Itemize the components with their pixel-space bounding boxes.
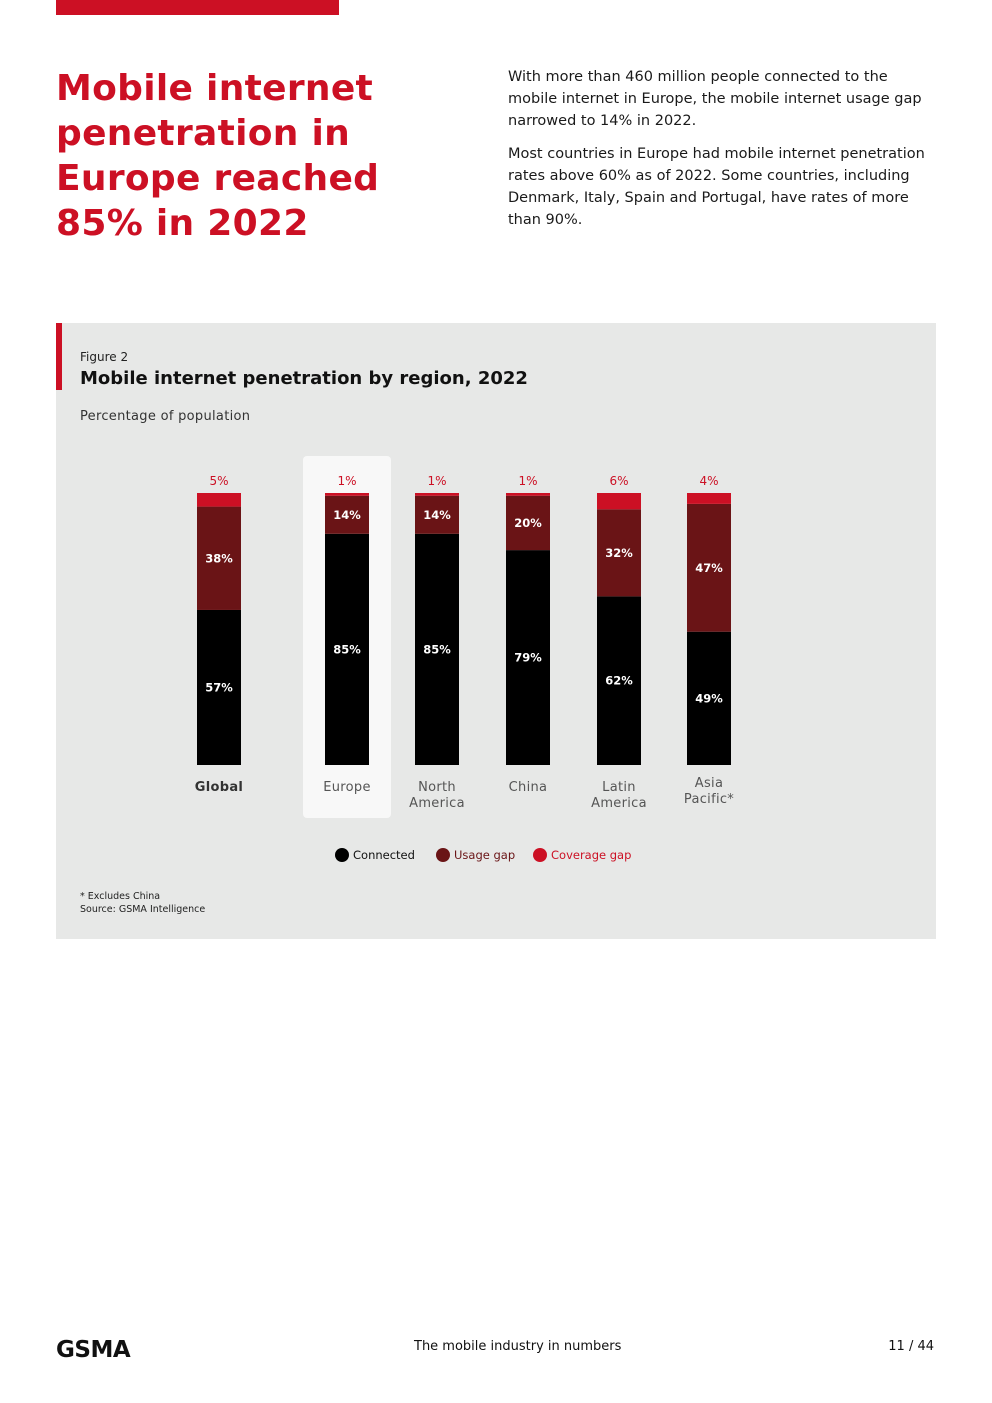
intro-paragraph: With more than 460 million people connec… bbox=[508, 69, 922, 129]
data-label: 14% bbox=[423, 508, 451, 522]
bar-global-connected bbox=[197, 609, 241, 765]
category-label: North bbox=[418, 780, 456, 795]
bar-china-connected bbox=[506, 550, 550, 765]
intro-text: With more than 460 million people connec… bbox=[508, 66, 938, 242]
chart-legend: Connected Usage gap Coverage gap bbox=[0, 848, 992, 864]
data-label-coverage: 1% bbox=[427, 474, 446, 488]
data-label: 47% bbox=[695, 561, 723, 575]
data-label: 32% bbox=[605, 546, 633, 560]
bar-asia-pacific-coverage-gap bbox=[687, 493, 731, 504]
data-label-coverage: 1% bbox=[518, 474, 537, 488]
category-label: Europe bbox=[323, 780, 371, 795]
figure-label: Figure 2 bbox=[80, 350, 129, 364]
category-label: America bbox=[409, 796, 465, 811]
legend-label-coverage-gap: Coverage gap bbox=[551, 848, 632, 862]
data-label: 38% bbox=[205, 551, 233, 565]
data-label: 79% bbox=[514, 651, 542, 665]
legend-item-connected: Connected bbox=[335, 848, 415, 862]
page-headline: Mobile internet penetration in Europe re… bbox=[56, 68, 380, 244]
data-label-coverage: 1% bbox=[337, 474, 356, 488]
page-number: 11 / 44 bbox=[888, 1339, 934, 1354]
legend-label-connected: Connected bbox=[353, 848, 415, 862]
category-label: China bbox=[509, 780, 548, 795]
data-label: 85% bbox=[333, 642, 361, 656]
bar-europe-usage-gap bbox=[325, 495, 369, 534]
intro-paragraph: Most countries in Europe had mobile inte… bbox=[508, 146, 925, 228]
footer-publication-title: The mobile industry in numbers bbox=[414, 1339, 622, 1354]
bar-latin-america-coverage-gap bbox=[597, 493, 641, 510]
legend-item-usage-gap: Usage gap bbox=[436, 848, 515, 862]
bar-latin-america-connected bbox=[597, 596, 641, 765]
gsma-logo: GSMA bbox=[56, 1337, 131, 1363]
legend-label-usage-gap: Usage gap bbox=[454, 848, 516, 862]
data-label: 85% bbox=[423, 642, 451, 656]
figure-title: Mobile internet penetration by region, 2… bbox=[80, 368, 528, 389]
bar-europe-coverage-gap bbox=[325, 493, 369, 496]
legend-dot-connected bbox=[335, 848, 349, 862]
bar-latin-america-usage-gap bbox=[597, 509, 641, 597]
data-label: 62% bbox=[605, 674, 633, 688]
data-label-coverage: 6% bbox=[609, 474, 628, 488]
bar-asia-pacific-usage-gap bbox=[687, 503, 731, 632]
figure-subtitle: Percentage of population bbox=[80, 409, 251, 424]
bar-global-coverage-gap bbox=[197, 493, 241, 507]
data-label: 20% bbox=[514, 516, 542, 530]
bar-china-usage-gap bbox=[506, 495, 550, 551]
bar-global-usage-gap bbox=[197, 506, 241, 610]
legend-dot-usage-gap bbox=[436, 848, 450, 862]
footnote-excludes: * Excludes China bbox=[80, 891, 161, 902]
data-label: 14% bbox=[333, 508, 361, 522]
bar-north-america-usage-gap bbox=[415, 495, 459, 534]
category-label: America bbox=[591, 796, 647, 811]
data-label-coverage: 4% bbox=[699, 474, 718, 488]
legend-item-coverage-gap: Coverage gap bbox=[533, 848, 631, 862]
data-label: 57% bbox=[205, 680, 233, 694]
category-label: Pacific* bbox=[684, 792, 734, 807]
footnote-source: Source: GSMA Intelligence bbox=[80, 904, 206, 915]
bar-europe-connected bbox=[325, 533, 369, 765]
category-label: Asia bbox=[695, 776, 723, 791]
data-label-coverage: 5% bbox=[209, 474, 228, 488]
bar-north-america-coverage-gap bbox=[415, 493, 459, 496]
bar-asia-pacific-connected bbox=[687, 631, 731, 765]
category-label: Global bbox=[195, 780, 243, 795]
top-accent-bar bbox=[56, 0, 339, 15]
legend-dot-coverage-gap bbox=[533, 848, 547, 862]
bar-north-america-connected bbox=[415, 533, 459, 765]
category-label: Latin bbox=[602, 780, 636, 795]
figure-accent-bar bbox=[56, 323, 62, 390]
data-label: 49% bbox=[695, 691, 723, 705]
bar-china-coverage-gap bbox=[506, 493, 550, 496]
